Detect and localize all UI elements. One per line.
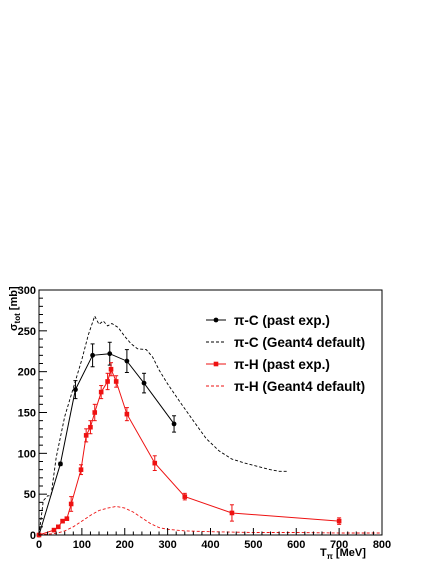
data-point [73, 387, 78, 393]
data-point [51, 527, 57, 533]
data-point [124, 358, 130, 364]
data-point [171, 421, 177, 427]
data-point [336, 518, 342, 524]
legend-label-3: π-H (Geant4 default) [234, 379, 365, 394]
data-point [83, 433, 89, 438]
x-tick-label: 300 [158, 539, 176, 551]
y-axis-title-unit: [mb] [8, 286, 20, 313]
data-point [90, 352, 95, 358]
series-0-line [38, 353, 175, 536]
data-point [58, 461, 63, 467]
data-point [229, 510, 235, 516]
x-tick-label: 100 [73, 539, 91, 551]
x-axis-title: Tπ [MeV] [320, 547, 366, 561]
y-tick-label: 100 [18, 448, 36, 460]
data-point [78, 467, 84, 472]
y-tick-label: 50 [24, 489, 36, 501]
data-point [92, 410, 98, 415]
y-tick-label: 150 [18, 408, 36, 420]
y-tick-label: 250 [18, 326, 36, 338]
data-point [88, 424, 93, 430]
x-tick-label: 0 [36, 539, 42, 551]
y-tick-label: 200 [18, 367, 36, 379]
x-tick-label: 700 [330, 539, 348, 551]
x-tick-label: 600 [287, 539, 305, 551]
data-point [55, 524, 61, 530]
y-axis-title-main: σ [8, 323, 20, 331]
data-point [107, 351, 113, 357]
data-point [108, 366, 114, 372]
axes-layer: 0 100 200 300 400 500 600 700 800 0 50 100 150 200 250… [18, 285, 392, 551]
legend-label-0: π-C (past exp.) [234, 313, 330, 328]
data-point [68, 501, 74, 507]
data-point [113, 379, 119, 384]
x-axis-title-main: T [320, 547, 327, 559]
x-tick-label: 400 [201, 539, 219, 551]
x-axis-title-unit: [MeV] [333, 547, 366, 559]
data-point [60, 518, 65, 524]
legend-label-2: π-H (past exp.) [234, 357, 330, 372]
y-tick-label: 0 [30, 530, 36, 542]
y-tick-label: 300 [18, 285, 36, 297]
data-point [64, 516, 70, 521]
x-tick-label: 500 [244, 539, 262, 551]
x-tick-label: 800 [373, 539, 391, 551]
legend: π-C (past exp.) π-C (Geant4 default) π-H (… [206, 313, 365, 394]
points-layer [36, 341, 342, 538]
y-axis-title-sub: tot [13, 313, 22, 324]
data-point [105, 379, 110, 384]
data-point [182, 494, 188, 499]
legend-marker-0 [213, 317, 219, 323]
data-point [152, 460, 158, 466]
legend-label-1: π-C (Geant4 default) [234, 335, 365, 350]
legend-marker-2 [213, 361, 219, 367]
x-axis-title-sub: π [327, 552, 333, 561]
x-tick-label: 200 [116, 539, 134, 551]
data-point [141, 380, 147, 386]
series-3-curve [38, 505, 382, 536]
y-axis-title: σtot [mb] [8, 286, 22, 331]
data-point [98, 389, 104, 395]
data-point [124, 411, 130, 417]
